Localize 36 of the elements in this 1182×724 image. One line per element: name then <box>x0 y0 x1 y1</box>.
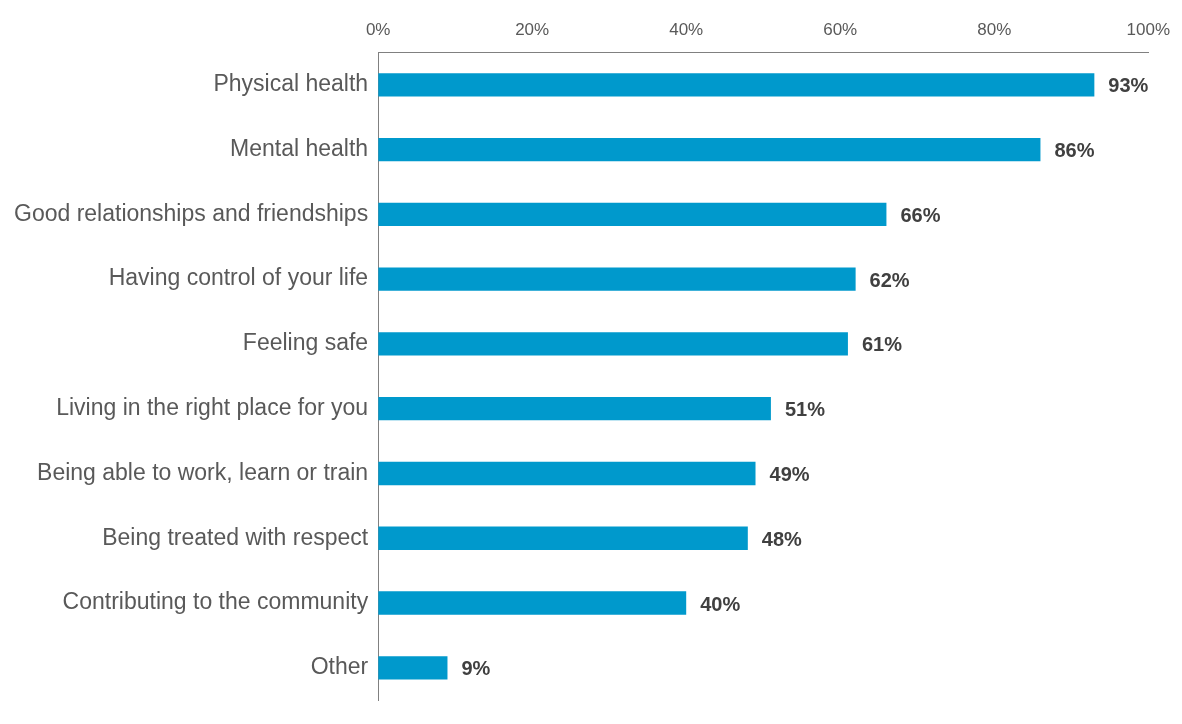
data-label: 62% <box>869 268 910 291</box>
data-label: 9% <box>461 657 491 680</box>
y-tick-label: Living in the right place for you <box>56 394 369 421</box>
bar <box>378 591 687 615</box>
y-tick-label: Feeling safe <box>242 329 369 356</box>
bar <box>378 656 448 680</box>
data-label: 49% <box>769 462 810 485</box>
data-label: 51% <box>784 398 826 421</box>
y-tick-label: Physical health <box>213 70 369 97</box>
y-tick-label: Mental health <box>230 134 369 161</box>
bar <box>378 461 756 486</box>
x-tick-label: 100% <box>1126 19 1170 39</box>
data-label: 86% <box>1054 139 1095 162</box>
bar <box>378 137 1041 162</box>
y-tick-label: Other <box>310 653 369 680</box>
bar <box>378 332 848 356</box>
x-tick-label: 20% <box>515 19 550 39</box>
data-label: 66% <box>900 203 941 226</box>
bar <box>378 73 1095 97</box>
data-label: 48% <box>761 527 803 550</box>
bar <box>378 202 887 227</box>
x-tick-label: 80% <box>977 19 1012 39</box>
y-tick-label: Having control of your life <box>108 264 369 291</box>
bar <box>378 397 771 421</box>
bar <box>378 526 748 550</box>
x-tick-label: 40% <box>669 19 704 39</box>
x-tick-label: 0% <box>365 19 391 39</box>
x-tick-label: 60% <box>823 19 858 39</box>
bar <box>378 267 856 291</box>
y-tick-label: Good relationships and friendships <box>13 199 369 226</box>
data-label: 61% <box>861 333 903 356</box>
y-tick-label: Contributing to the community <box>62 588 369 615</box>
y-tick-label: Being treated with respect <box>102 523 369 550</box>
data-label: 93% <box>1108 74 1149 97</box>
data-label: 40% <box>700 592 741 615</box>
y-tick-label: Being able to work, learn or train <box>37 458 369 485</box>
